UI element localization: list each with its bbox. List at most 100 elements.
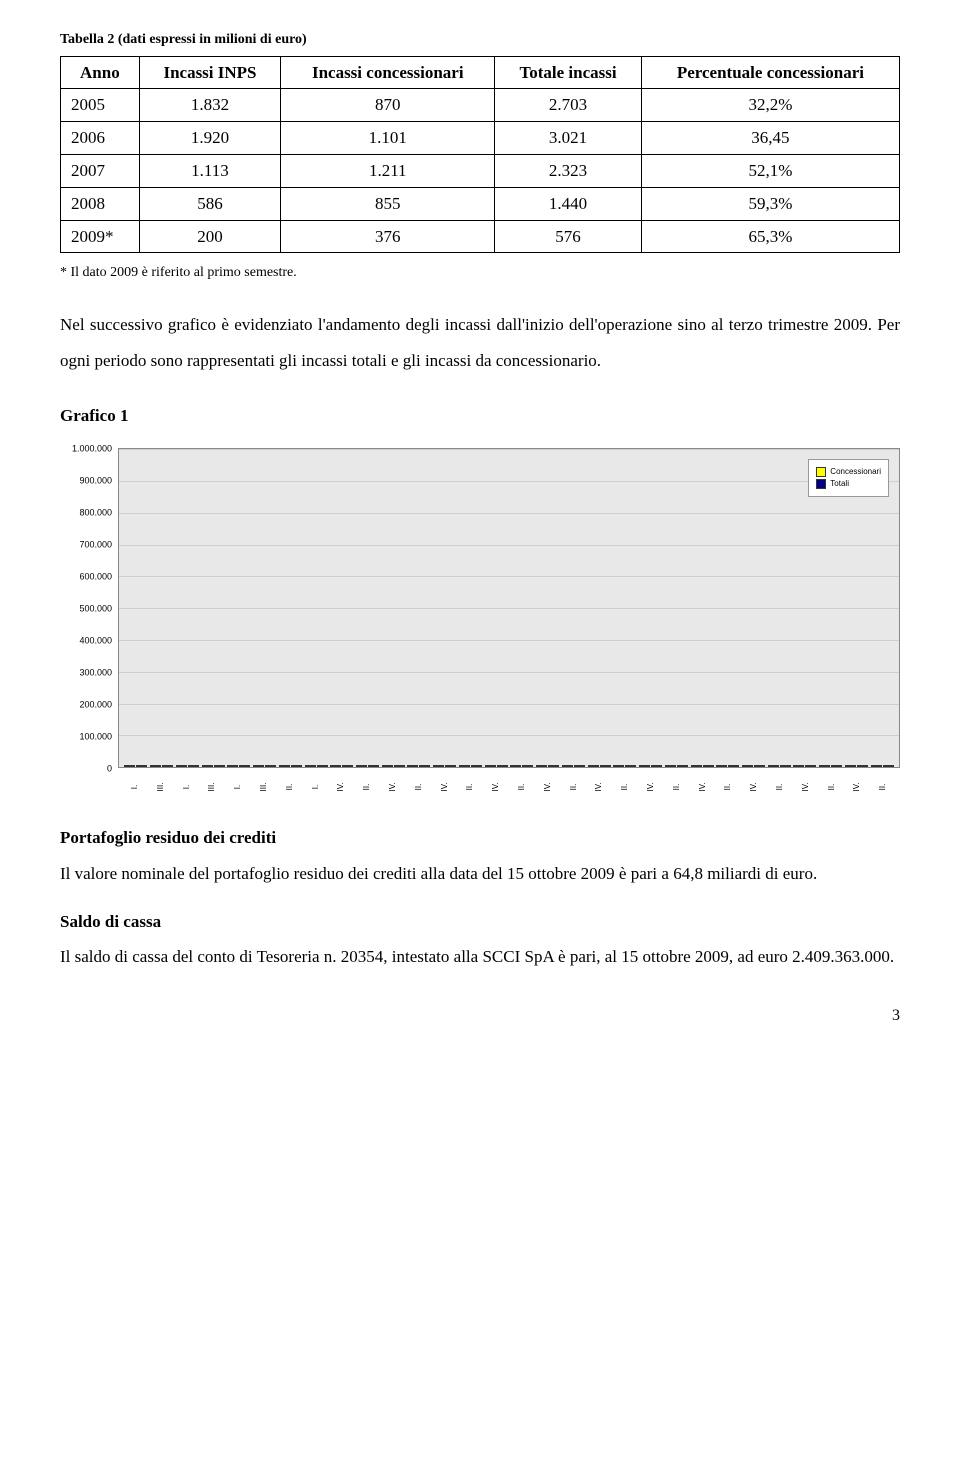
bar-concessionari xyxy=(202,765,213,767)
bar-group xyxy=(380,765,406,767)
x-tick-label: II. xyxy=(868,774,898,800)
bar-group xyxy=(586,765,612,767)
table-cell: 2007 xyxy=(61,154,140,187)
bar-totali xyxy=(471,765,482,767)
bar-concessionari xyxy=(279,765,290,767)
table-cell: 576 xyxy=(495,220,642,253)
bar-group xyxy=(303,765,329,767)
bar-group xyxy=(329,765,355,767)
chart-bars xyxy=(119,449,899,767)
y-axis: 1.000.000900.000800.000700.000600.000500… xyxy=(60,448,118,768)
saldo-heading: Saldo di cassa xyxy=(60,910,900,934)
table-cell: 65,3% xyxy=(641,220,899,253)
th-inps: Incassi INPS xyxy=(139,56,280,89)
bar-group xyxy=(663,765,689,767)
bar-concessionari xyxy=(330,765,341,767)
bar-totali xyxy=(574,765,585,767)
bar-concessionari xyxy=(382,765,393,767)
data-table: Anno Incassi INPS Incassi concessionari … xyxy=(60,56,900,254)
bar-totali xyxy=(162,765,173,767)
bar-concessionari xyxy=(819,765,830,767)
bar-concessionari xyxy=(742,765,753,767)
bar-group xyxy=(226,765,252,767)
bar-group xyxy=(766,765,792,767)
bar-group xyxy=(432,765,458,767)
bar-concessionari xyxy=(510,765,521,767)
table-cell: 1.113 xyxy=(139,154,280,187)
bar-group xyxy=(458,765,484,767)
bar-concessionari xyxy=(227,765,238,767)
bar-concessionari xyxy=(665,765,676,767)
bar-totali xyxy=(780,765,791,767)
table-cell: 2008 xyxy=(61,187,140,220)
bar-totali xyxy=(497,765,508,767)
bar-totali xyxy=(728,765,739,767)
bar-concessionari xyxy=(536,765,547,767)
table-footnote: * Il dato 2009 è riferito al primo semes… xyxy=(60,263,900,283)
bar-group xyxy=(741,765,767,767)
bar-concessionari xyxy=(253,765,264,767)
bar-concessionari xyxy=(150,765,161,767)
table-cell: 2.323 xyxy=(495,154,642,187)
y-tick-label: 800.000 xyxy=(79,506,112,519)
table-cell: 1.440 xyxy=(495,187,642,220)
bar-group xyxy=(638,765,664,767)
table-cell: 200 xyxy=(139,220,280,253)
y-tick-label: 700.000 xyxy=(79,538,112,551)
y-tick-label: 100.000 xyxy=(79,730,112,743)
table-row: 20061.9201.1013.02136,45 xyxy=(61,122,900,155)
bar-totali xyxy=(445,765,456,767)
bar-totali xyxy=(831,765,842,767)
bar-totali xyxy=(857,765,868,767)
bar-totali xyxy=(394,765,405,767)
bar-totali xyxy=(754,765,765,767)
chart-legend: Concessionari Totali xyxy=(808,459,889,496)
bar-totali xyxy=(805,765,816,767)
page-number: 3 xyxy=(60,1005,900,1027)
bar-totali xyxy=(651,765,662,767)
bar-group xyxy=(149,765,175,767)
bar-concessionari xyxy=(305,765,316,767)
legend-label-concessionari: Concessionari xyxy=(830,466,881,477)
bar-group xyxy=(560,765,586,767)
bar-concessionari xyxy=(793,765,804,767)
bar-totali xyxy=(239,765,250,767)
th-pct: Percentuale concessionari xyxy=(641,56,899,89)
x-axis: I.III.I.III.I.III.II.I.IV.II.IV.II.IV.II… xyxy=(118,768,900,802)
y-tick-label: 400.000 xyxy=(79,634,112,647)
bar-totali xyxy=(368,765,379,767)
bar-group xyxy=(483,765,509,767)
bar-concessionari xyxy=(485,765,496,767)
paragraph-intro: Nel successivo grafico è evidenziato l'a… xyxy=(60,307,900,378)
table-cell: 1.920 xyxy=(139,122,280,155)
table-cell: 586 xyxy=(139,187,280,220)
bar-concessionari xyxy=(407,765,418,767)
table-cell: 376 xyxy=(281,220,495,253)
bar-group xyxy=(406,765,432,767)
portfolio-heading: Portafoglio residuo dei crediti xyxy=(60,826,900,850)
table-cell: 2.703 xyxy=(495,89,642,122)
bar-concessionari xyxy=(588,765,599,767)
bar-group xyxy=(689,765,715,767)
bar-concessionari xyxy=(691,765,702,767)
y-tick-label: 0 xyxy=(107,762,112,775)
table-row: 2009*20037657665,3% xyxy=(61,220,900,253)
y-tick-label: 900.000 xyxy=(79,474,112,487)
table-cell: 32,2% xyxy=(641,89,899,122)
bar-group xyxy=(535,765,561,767)
bar-totali xyxy=(419,765,430,767)
bar-group xyxy=(252,765,278,767)
chart-plot: Concessionari Totali xyxy=(118,448,900,768)
table-row: 20051.8328702.70332,2% xyxy=(61,89,900,122)
bar-concessionari xyxy=(459,765,470,767)
y-tick-label: 200.000 xyxy=(79,698,112,711)
bar-group xyxy=(844,765,870,767)
saldo-text: Il saldo di cassa del conto di Tesoreria… xyxy=(60,939,900,975)
bar-group xyxy=(818,765,844,767)
table-cell: 52,1% xyxy=(641,154,899,187)
bar-group xyxy=(792,765,818,767)
bar-concessionari xyxy=(176,765,187,767)
table-cell: 2009* xyxy=(61,220,140,253)
y-tick-label: 600.000 xyxy=(79,570,112,583)
table-cell: 2006 xyxy=(61,122,140,155)
